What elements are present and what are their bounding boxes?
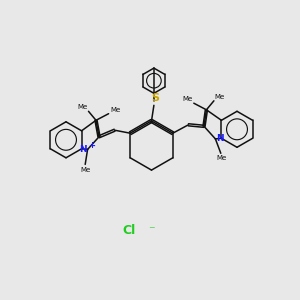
Text: Me: Me: [182, 96, 192, 102]
Text: Cl: Cl: [122, 224, 136, 238]
Text: Me: Me: [110, 106, 120, 112]
Text: N: N: [216, 134, 224, 143]
Text: Me: Me: [216, 155, 226, 161]
Text: Me: Me: [214, 94, 225, 100]
Text: ⁻: ⁻: [148, 224, 155, 238]
Text: +: +: [88, 141, 95, 150]
Text: N: N: [80, 145, 87, 154]
Text: Me: Me: [78, 104, 88, 110]
Text: S: S: [151, 93, 159, 103]
Text: Me: Me: [80, 167, 90, 173]
